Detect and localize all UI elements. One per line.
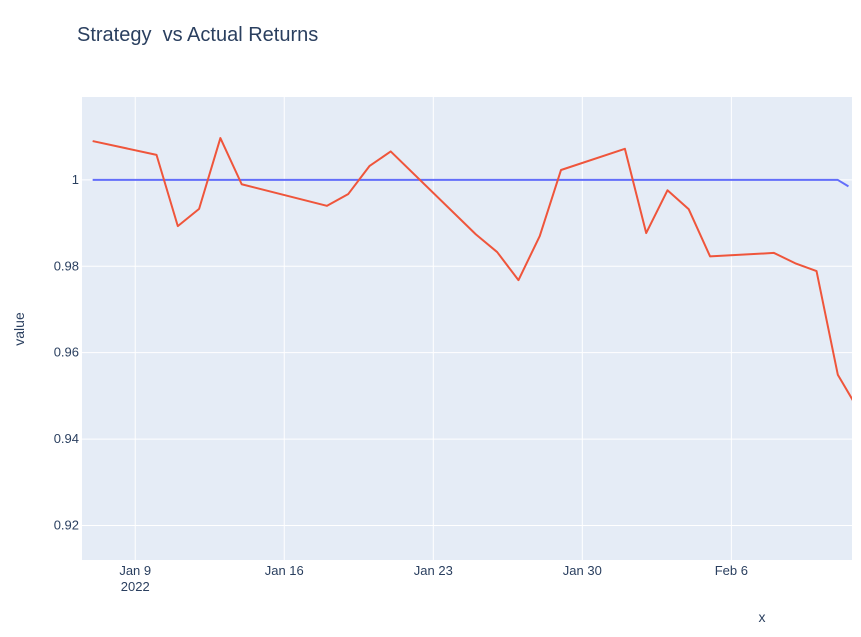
x-tick-label: Jan 16 [265,563,304,578]
series-layer [92,137,861,420]
series-line-1[interactable] [92,137,861,420]
plot-area[interactable] [82,97,852,560]
x-tick-label: Feb 6 [715,563,748,578]
x-tick-label: Jan 9 [119,563,151,578]
y-tick-label: 0.96 [54,345,79,360]
y-axis-title: value [11,312,27,346]
y-tick-label: 0.94 [54,431,79,446]
x-axis-title: x [759,609,766,625]
y-tick-label: 1 [72,172,79,187]
x-tick-sublabel: 2022 [121,579,150,594]
series-line-0[interactable] [92,178,849,188]
y-tick-label: 0.92 [54,517,79,532]
x-tick-label: Jan 30 [563,563,602,578]
x-tick-label: Jan 23 [414,563,453,578]
y-tick-label: 0.98 [54,258,79,273]
chart-title: Strategy vs Actual Returns [77,24,319,46]
